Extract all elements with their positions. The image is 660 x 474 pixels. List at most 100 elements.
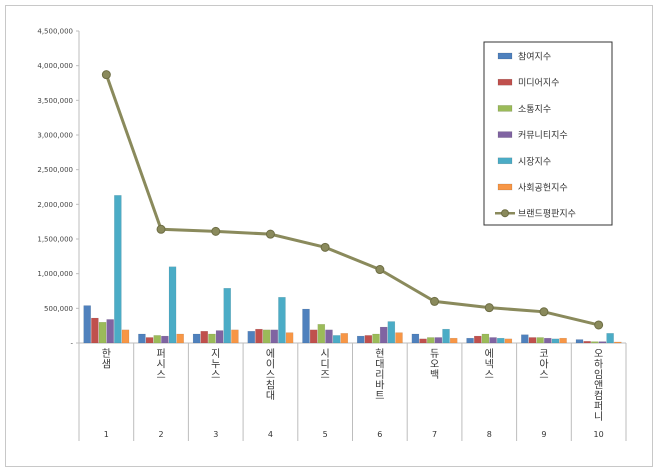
bar-소통지수-퍼시스	[153, 335, 161, 344]
bar-미디어지수-한샘	[91, 317, 99, 344]
category-label-char: 시	[156, 359, 165, 371]
legend-label-브랜드평판지수: 브랜드평판지수	[518, 209, 576, 220]
point-브랜드평판지수-지누스	[211, 226, 221, 236]
bar-미디어지수-오하임앤컴퍼니	[583, 341, 591, 344]
point-브랜드평판지수-현대리바트	[375, 265, 385, 275]
bar-참여지수-듀오백	[411, 333, 420, 344]
bar-시장지수-퍼시스	[168, 266, 177, 344]
category-label-char: 누	[211, 359, 220, 371]
category-index-label: 4	[268, 430, 273, 439]
bar-시장지수-현대리바트	[387, 321, 396, 344]
category-index-label: 9	[541, 430, 546, 439]
bar-사회공헌지수-에이스침대	[285, 332, 294, 344]
category-label-char: 임	[594, 368, 603, 381]
bar-사회공헌지수-현대리바트	[395, 332, 403, 344]
category-label-char: 바	[375, 380, 384, 392]
bar-미디어지수-현대리바트	[364, 335, 373, 344]
category-index-label: 7	[432, 430, 437, 439]
category-label-char: 지	[211, 348, 220, 360]
category-label-char: 스	[539, 369, 548, 381]
bar-시장지수-에넥스	[497, 337, 505, 344]
point-브랜드평판지수-듀오백	[430, 296, 440, 306]
bar-사회공헌지수-한샘	[121, 329, 130, 344]
legend-swatch-시장지수	[497, 157, 513, 165]
y-tick-label: 500,000	[44, 305, 73, 313]
bar-사회공헌지수-시디즈	[340, 333, 349, 344]
y-tick-label: 1,500,000	[37, 236, 73, 244]
bar-시장지수-코아스	[551, 338, 560, 344]
category-label-char: 침	[266, 380, 275, 392]
bar-참여지수-오하임앤컴퍼니	[575, 339, 584, 344]
bar-미디어지수-코아스	[528, 337, 537, 344]
point-브랜드평판지수-퍼시스	[156, 224, 166, 234]
bar-참여지수-퍼시스	[138, 333, 146, 344]
category-label-char: 디	[321, 359, 330, 371]
bar-참여지수-지누스	[192, 333, 201, 344]
legend-swatch-소통지수	[497, 105, 513, 112]
legend-label-시장지수: 시장지수	[518, 156, 551, 167]
bar-커뮤니티지수-코아스	[544, 337, 552, 344]
bar-시장지수-지누스	[223, 288, 231, 344]
bar-시장지수-듀오백	[442, 328, 450, 344]
bar-소통지수-에이스침대	[262, 329, 271, 344]
category-label-char: 코	[539, 349, 548, 360]
point-브랜드평판지수-오하임앤컴퍼니	[594, 320, 604, 330]
bar-참여지수-에넥스	[466, 337, 474, 344]
category-label-char: 즈	[321, 370, 330, 381]
bar-참여지수-코아스	[521, 334, 529, 344]
bar-참여지수-현대리바트	[356, 335, 365, 344]
category-label-char: 시	[321, 348, 330, 360]
bar-커뮤니티지수-오하임앤컴퍼니	[598, 341, 607, 344]
bar-시장지수-시디즈	[332, 335, 341, 344]
category-label-char: 현	[375, 348, 384, 360]
category-label-char: 트	[375, 391, 384, 402]
category-index-label: 3	[213, 430, 218, 439]
bar-소통지수-코아스	[536, 337, 544, 344]
bar-소통지수-지누스	[208, 333, 216, 344]
category-label-char: 오	[594, 349, 603, 360]
bar-참여지수-한샘	[83, 305, 91, 344]
bar-미디어지수-에이스침대	[255, 328, 263, 344]
category-index-label: 8	[487, 430, 492, 439]
bar-커뮤니티지수-현대리바트	[379, 326, 388, 344]
y-tick-label: 4,500,000	[37, 28, 73, 36]
bar-소통지수-에넥스	[481, 333, 490, 344]
bar-소통지수-듀오백	[426, 337, 435, 344]
point-브랜드평판지수-한샘	[101, 70, 111, 80]
category-label-char: 리	[375, 369, 384, 381]
bar-사회공헌지수-퍼시스	[176, 333, 184, 344]
category-label-char: 스	[156, 369, 165, 381]
y-tick-label: 3,500,000	[37, 97, 73, 105]
bar-사회공헌지수-지누스	[231, 329, 239, 344]
point-브랜드평판지수-코아스	[539, 307, 549, 317]
y-tick-label: -	[70, 340, 73, 348]
category-label-char: 아	[539, 359, 548, 371]
bar-참여지수-시디즈	[302, 308, 310, 344]
bar-사회공헌지수-에넥스	[504, 338, 513, 344]
legend-swatch-참여지수	[497, 52, 513, 60]
category-label-char: 퍼	[594, 401, 603, 413]
y-tick-label: 2,000,000	[37, 201, 73, 209]
category-index-label: 5	[323, 430, 328, 439]
bar-커뮤니티지수-퍼시스	[161, 335, 169, 344]
category-label-char: 앤	[594, 380, 603, 392]
bar-커뮤니티지수-에넥스	[489, 337, 497, 344]
bar-사회공헌지수-코아스	[559, 337, 567, 344]
bar-참여지수-에이스침대	[247, 331, 256, 344]
legend-label-소통지수: 소통지수	[518, 104, 551, 115]
bar-사회공헌지수-듀오백	[449, 337, 458, 344]
point-브랜드평판지수-에넥스	[484, 303, 494, 313]
bar-시장지수-오하임앤컴퍼니	[606, 333, 614, 344]
legend-label-커뮤니티지수: 커뮤니티지수	[518, 130, 568, 141]
bar-커뮤니티지수-에이스침대	[270, 329, 279, 344]
legend-label-참여지수: 참여지수	[518, 51, 551, 63]
category-label-char: 듀	[430, 348, 439, 360]
bar-미디어지수-에넥스	[474, 335, 482, 344]
y-tick-label: 3,000,000	[37, 132, 73, 140]
bar-소통지수-한샘	[98, 322, 107, 344]
bar-미디어지수-듀오백	[419, 338, 427, 344]
y-tick-label: 2,500,000	[37, 166, 73, 174]
legend-swatch-사회공헌지수	[497, 183, 513, 191]
category-label-char: 에	[485, 348, 494, 360]
legend-label-미디어지수: 미디어지수	[518, 78, 559, 89]
